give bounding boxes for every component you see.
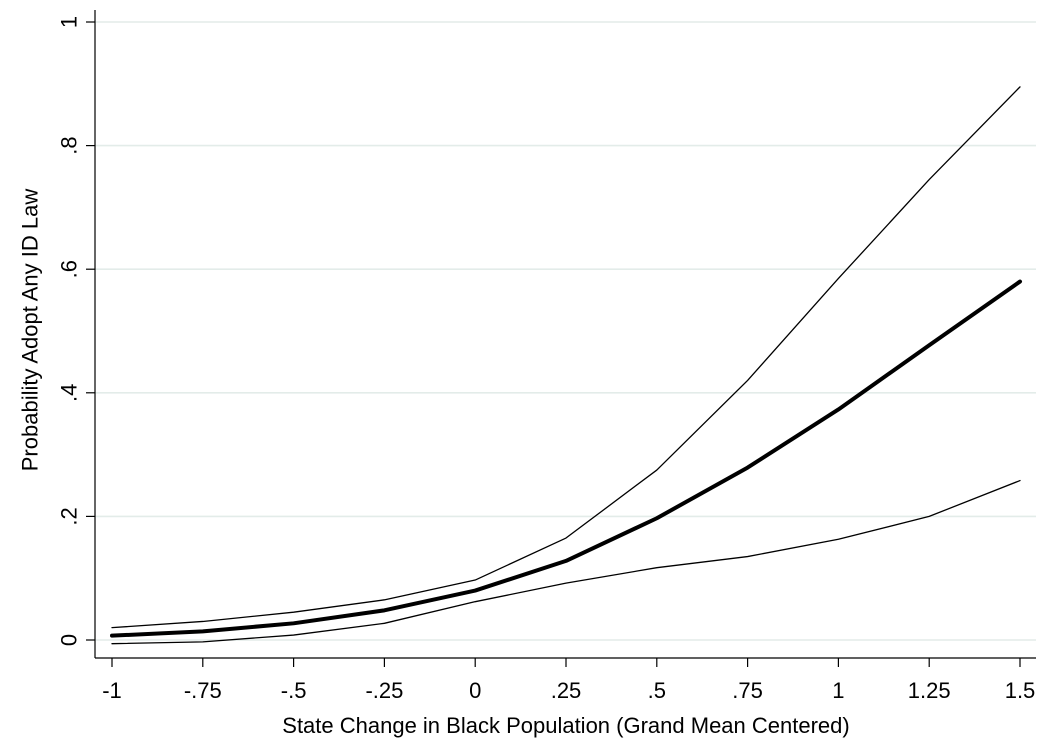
x-axis-title: State Change in Black Population (Grand … [282, 713, 849, 738]
x-ticks: -1 -.75 -.5 -.25 0 .25 .5 .75 1 1.25 1.5 [102, 658, 1035, 703]
x-tick-label: -1 [102, 678, 122, 703]
x-tick-label: .5 [648, 678, 666, 703]
y-tick-label: .8 [57, 136, 82, 154]
series-line-estimate [110, 279, 1022, 638]
y-tick-label: .4 [57, 384, 82, 402]
series-line-lower-bound [111, 479, 1021, 645]
x-tick-label: -.25 [365, 678, 403, 703]
y-tick-label: 1 [57, 16, 82, 28]
x-tick-label: .25 [551, 678, 582, 703]
x-tick-label: -.75 [184, 678, 222, 703]
series-line-upper-bound [111, 86, 1021, 629]
x-tick-label: .75 [732, 678, 763, 703]
x-tick-label: 1.25 [908, 678, 951, 703]
y-tick-label: 0 [57, 634, 82, 646]
y-tick-label: .2 [57, 507, 82, 525]
x-tick-label: 1 [832, 678, 844, 703]
x-tick-label: -.5 [281, 678, 307, 703]
y-axis-title: Probability Adopt Any ID Law [18, 189, 43, 472]
y-ticks: 0 .2 .4 .6 .8 1 [57, 16, 95, 646]
gridlines [95, 21, 1036, 641]
series-layer [110, 86, 1022, 645]
x-tick-label: 0 [469, 678, 481, 703]
x-tick-label: 1.5 [1005, 678, 1036, 703]
y-tick-label: .6 [57, 260, 82, 278]
